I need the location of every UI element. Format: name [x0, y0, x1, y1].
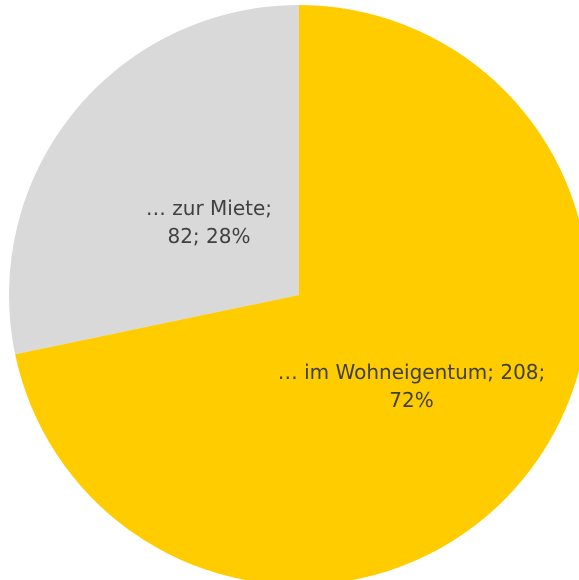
data-label: … zur Miete; 82; 28% [145, 195, 273, 248]
data-label: … im Wohneigentum; 208; 72% [277, 360, 546, 413]
pie-slice [15, 5, 579, 580]
pie-slice [8, 5, 300, 355]
